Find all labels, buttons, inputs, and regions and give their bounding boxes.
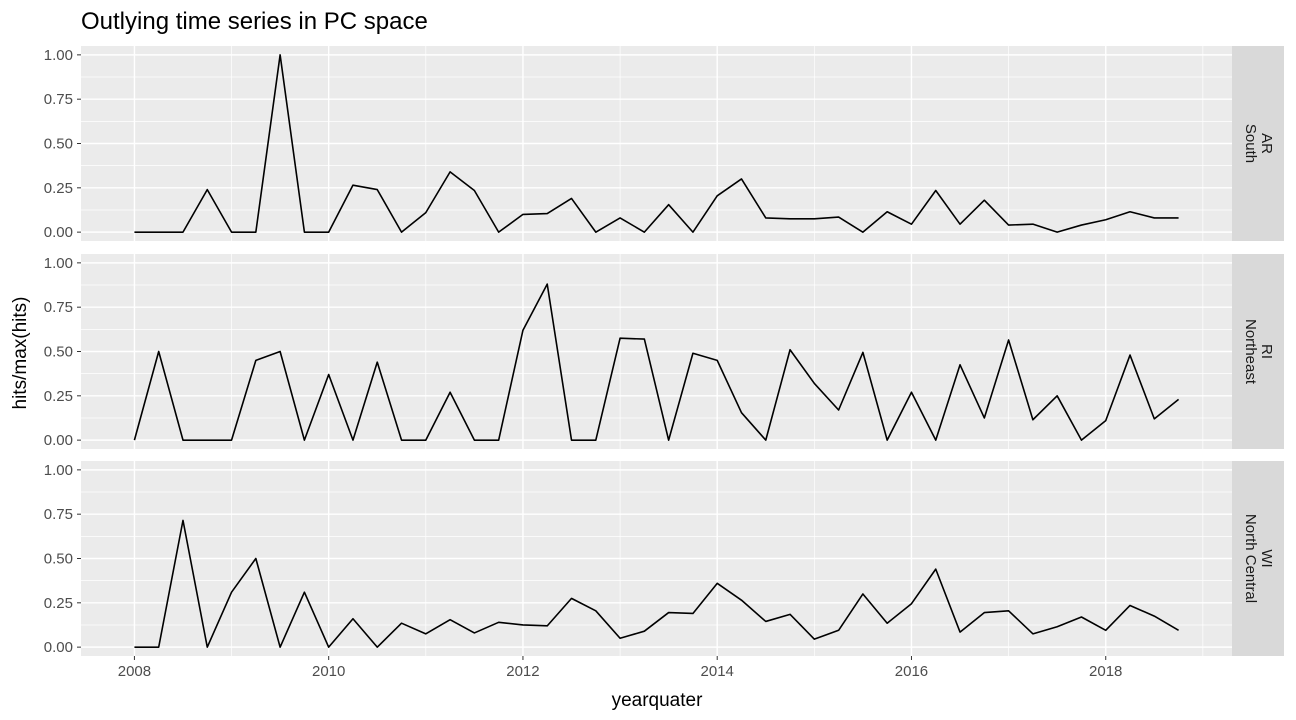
- x-tick-label: 2014: [701, 663, 734, 680]
- x-tick-label: 2012: [506, 663, 539, 680]
- facet-strip: [1232, 46, 1284, 241]
- y-tick-label: 0.50: [44, 136, 73, 153]
- y-tick-label: 0.50: [44, 344, 73, 361]
- facet-panels: 0.000.250.500.751.00ARSouth0.000.250.500…: [44, 46, 1284, 656]
- series-line: [134, 54, 1179, 233]
- y-tick-label: 1.00: [44, 255, 73, 272]
- y-tick-label: 0.75: [44, 91, 73, 108]
- x-tick-label: 2018: [1089, 663, 1122, 680]
- y-tick-label: 0.50: [44, 551, 73, 568]
- strip-state: AR: [1258, 133, 1275, 154]
- x-axis-title: yearquater: [612, 690, 704, 711]
- x-tick-label: 2016: [895, 663, 928, 680]
- y-axis-title: hits/max(hits): [10, 297, 31, 410]
- facet-strip: [1232, 254, 1284, 449]
- strip-region: South: [1242, 124, 1259, 163]
- strip-state: WI: [1258, 549, 1275, 567]
- facet-strip: [1232, 461, 1284, 656]
- y-tick-label: 0.00: [44, 224, 73, 241]
- x-tick-label: 2010: [312, 663, 345, 680]
- y-tick-label: 0.00: [44, 432, 73, 449]
- y-tick-label: 0.00: [44, 639, 73, 656]
- x-axis: 2008 2010 2012 2014 2016 2018: [118, 656, 1122, 680]
- y-tick-label: 0.75: [44, 506, 73, 523]
- chart-title: Outlying time series in PC space: [81, 8, 428, 35]
- y-tick-label: 1.00: [44, 47, 73, 64]
- strip-region: Northeast: [1242, 319, 1259, 385]
- strip-state: RI: [1258, 344, 1275, 359]
- y-tick-label: 0.75: [44, 299, 73, 316]
- facet-strip-label: ARSouth: [1242, 124, 1275, 163]
- facet-panel-ar: 0.00 0.25 0.50 0.75 1.00 ARSouth: [44, 46, 1284, 241]
- facet-panel-ri: 0.00 0.25 0.50 0.75 1.00 RINortheast: [44, 254, 1284, 449]
- y-tick-label: 0.25: [44, 595, 73, 612]
- facet-strip-label: RINortheast: [1242, 319, 1275, 385]
- x-tick-label: 2008: [118, 663, 151, 680]
- series-line: [134, 519, 1179, 648]
- y-tick-label: 0.25: [44, 388, 73, 405]
- facet-panel-wi: 0.00 0.25 0.50 0.75 1.00 WINorth Central: [44, 461, 1284, 656]
- series-line: [133, 283, 1180, 441]
- facet-strip-label: WINorth Central: [1242, 514, 1275, 603]
- y-tick-label: 1.00: [44, 462, 73, 479]
- y-tick-label: 0.25: [44, 180, 73, 197]
- strip-region: North Central: [1242, 514, 1259, 603]
